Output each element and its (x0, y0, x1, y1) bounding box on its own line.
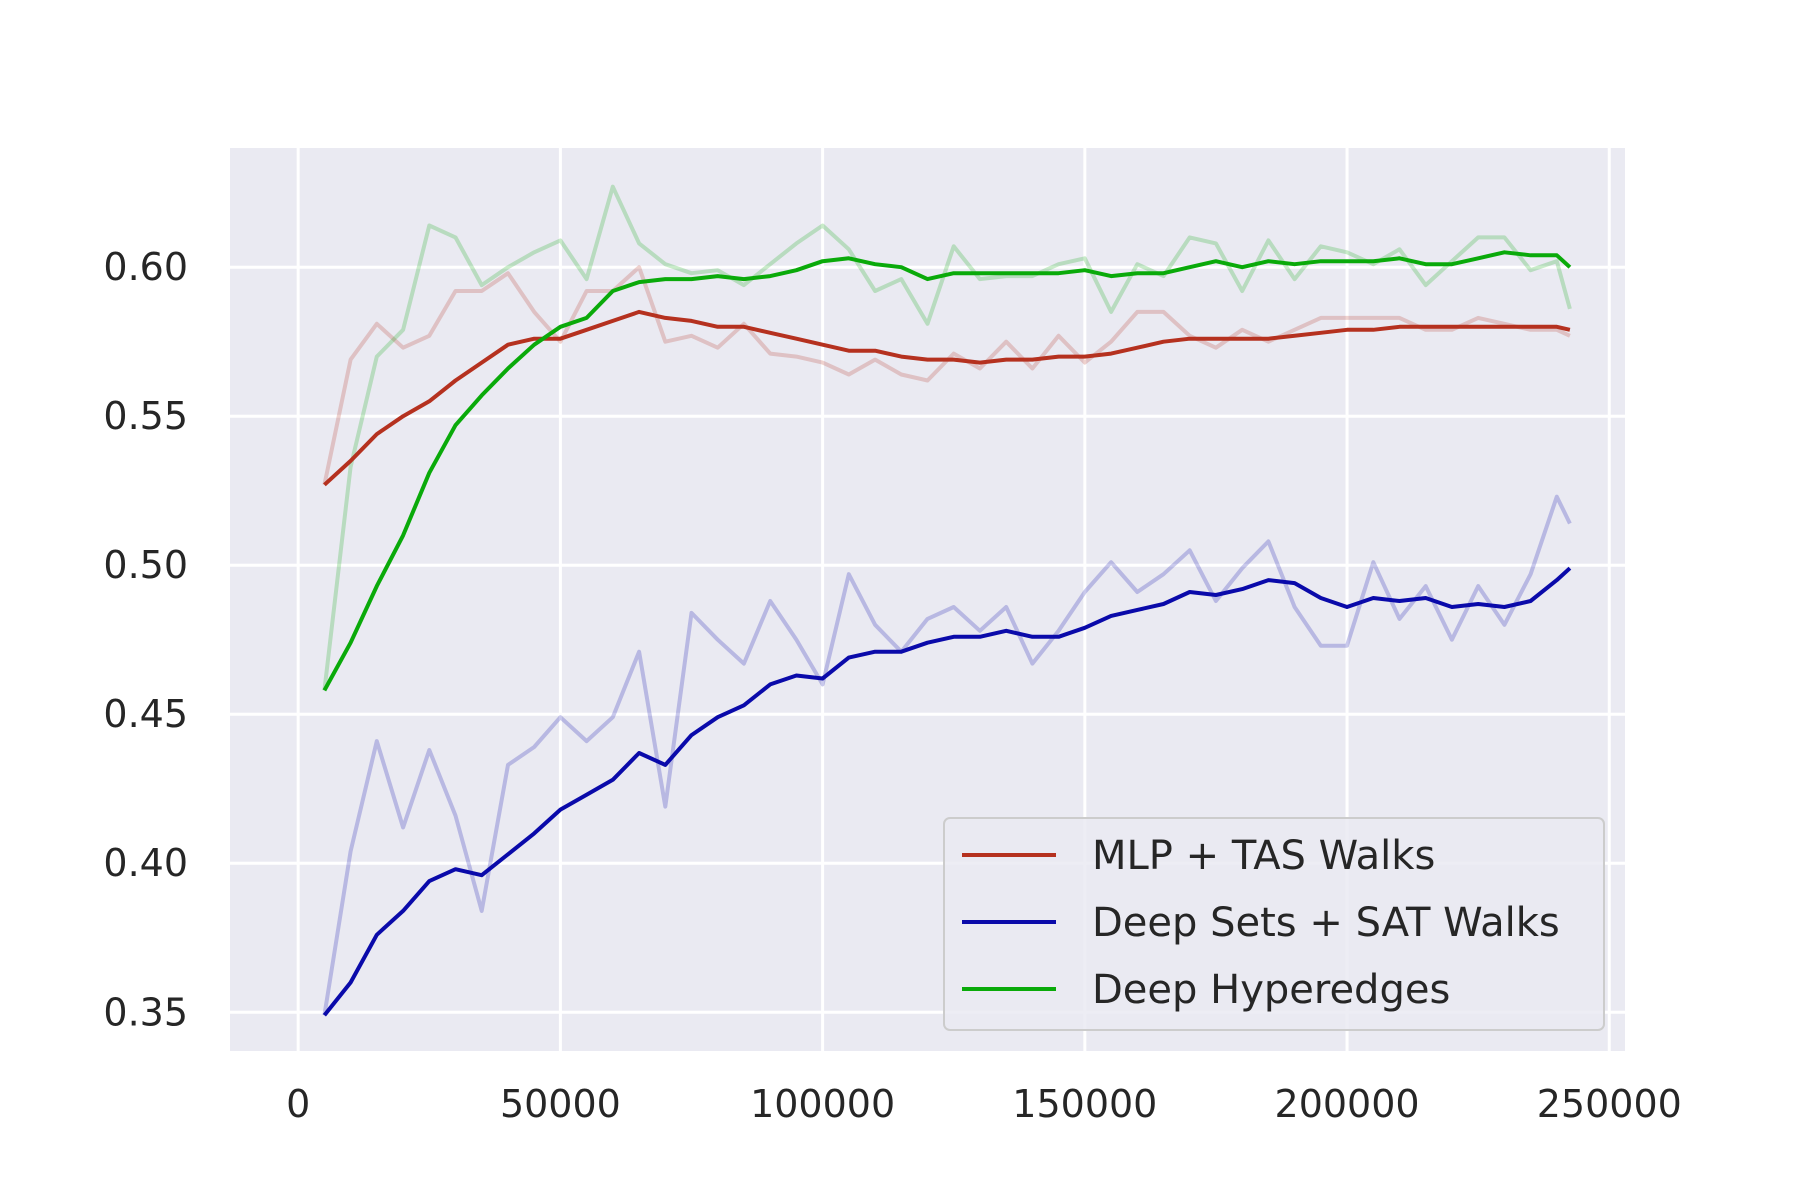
legend: MLP + TAS Walks Deep Sets + SAT Walks Deep… (943, 817, 1605, 1031)
y-tick-label: 0.40 (103, 841, 188, 885)
x-tick-label: 50000 (500, 1082, 621, 1126)
raw-series-line (322, 494, 1572, 1016)
raw-series-line (322, 265, 1571, 486)
smoothed-series-line (322, 566, 1572, 1017)
smoothed-series-line (323, 309, 1571, 487)
x-tick-label: 0 (286, 1082, 310, 1126)
raw-series-line (322, 184, 1572, 691)
y-tick-label: 0.50 (103, 543, 188, 587)
y-tick-label: 0.45 (103, 692, 188, 736)
legend-label: MLP + TAS Walks (1092, 833, 1435, 879)
smoothed-series-line (322, 250, 1572, 692)
x-tick-label: 100000 (750, 1082, 895, 1126)
x-tick-label: 200000 (1275, 1082, 1420, 1126)
grid-lines (230, 148, 1625, 1051)
y-tick-label: 0.55 (103, 394, 188, 438)
raw-series-lines (322, 184, 1572, 1016)
x-axis-ticks: 0 50000 100000 150000 200000 250000 (286, 1082, 1682, 1126)
y-tick-label: 0.60 (103, 245, 188, 289)
y-tick-label: 0.35 (103, 990, 188, 1034)
y-axis-ticks: 0.35 0.40 0.45 0.50 0.55 0.60 (103, 245, 188, 1034)
x-tick-label: 150000 (1012, 1082, 1157, 1126)
x-tick-label: 250000 (1537, 1082, 1682, 1126)
legend-box (943, 817, 1605, 1031)
legend-label: Deep Sets + SAT Walks (1092, 900, 1560, 946)
legend-label: Deep Hyperedges (1092, 967, 1450, 1013)
smoothed-series-lines (322, 250, 1572, 1017)
